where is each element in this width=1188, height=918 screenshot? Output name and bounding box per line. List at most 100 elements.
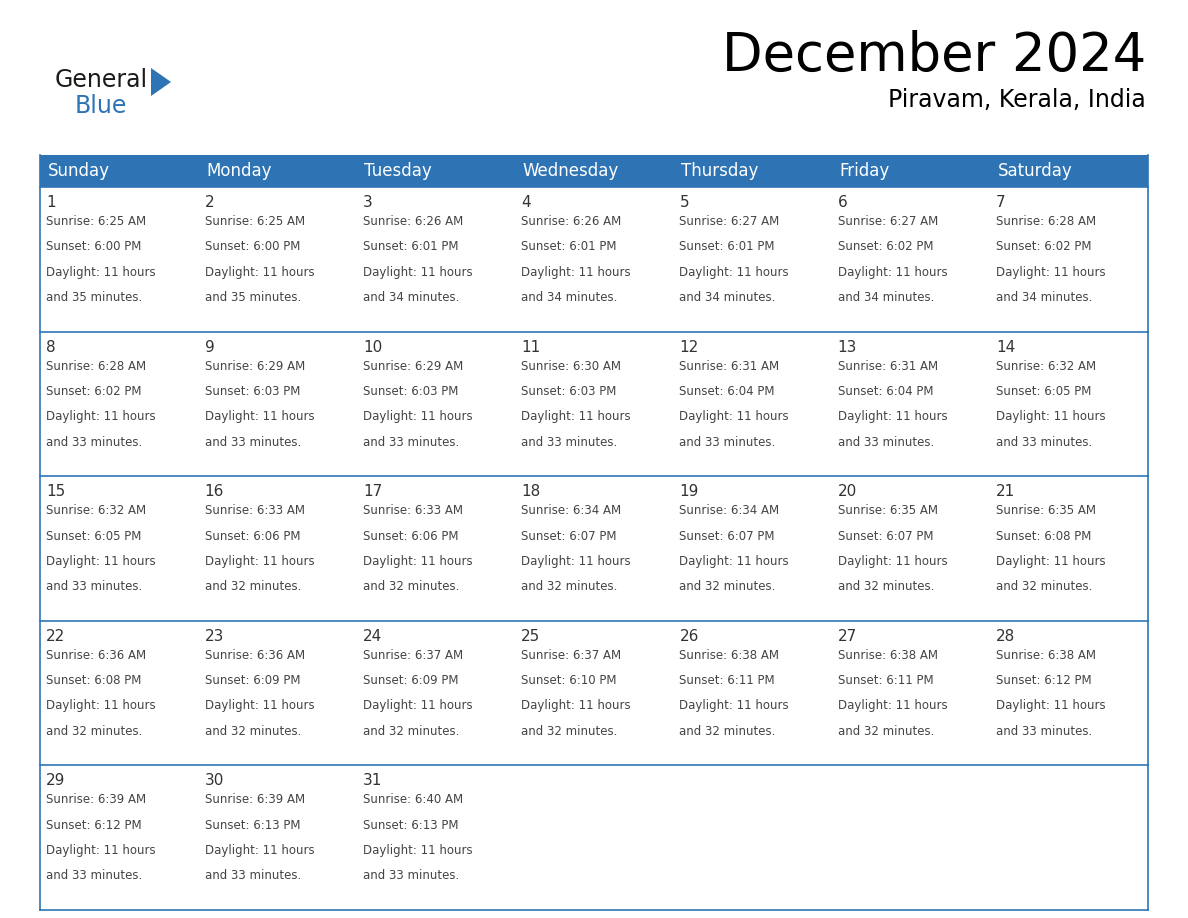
Text: Sunrise: 6:29 AM: Sunrise: 6:29 AM: [362, 360, 463, 373]
Text: Daylight: 11 hours: Daylight: 11 hours: [362, 844, 473, 857]
Text: and 32 minutes.: and 32 minutes.: [522, 724, 618, 738]
Text: Sunrise: 6:31 AM: Sunrise: 6:31 AM: [680, 360, 779, 373]
Text: Daylight: 11 hours: Daylight: 11 hours: [46, 554, 156, 568]
Text: Daylight: 11 hours: Daylight: 11 hours: [838, 554, 947, 568]
Text: Daylight: 11 hours: Daylight: 11 hours: [838, 410, 947, 423]
Text: Sunset: 6:05 PM: Sunset: 6:05 PM: [996, 385, 1092, 397]
Text: and 33 minutes.: and 33 minutes.: [522, 435, 618, 449]
Text: and 32 minutes.: and 32 minutes.: [204, 580, 301, 593]
Text: Sunset: 6:07 PM: Sunset: 6:07 PM: [522, 530, 617, 543]
Text: Sunset: 6:06 PM: Sunset: 6:06 PM: [362, 530, 459, 543]
Text: Sunset: 6:02 PM: Sunset: 6:02 PM: [996, 241, 1092, 253]
Text: 8: 8: [46, 340, 56, 354]
Bar: [514, 621, 674, 766]
Text: Sunset: 6:07 PM: Sunset: 6:07 PM: [838, 530, 934, 543]
Text: Daylight: 11 hours: Daylight: 11 hours: [996, 410, 1106, 423]
Text: Sunset: 6:05 PM: Sunset: 6:05 PM: [46, 530, 141, 543]
Bar: [832, 621, 990, 766]
Text: 24: 24: [362, 629, 383, 644]
Text: Sunrise: 6:35 AM: Sunrise: 6:35 AM: [838, 504, 937, 517]
Bar: [514, 476, 674, 621]
Text: and 33 minutes.: and 33 minutes.: [996, 724, 1092, 738]
Polygon shape: [151, 68, 171, 96]
Text: 15: 15: [46, 484, 65, 499]
Text: and 33 minutes.: and 33 minutes.: [46, 435, 143, 449]
Text: 9: 9: [204, 340, 214, 354]
Text: and 35 minutes.: and 35 minutes.: [46, 291, 143, 304]
Text: Sunset: 6:13 PM: Sunset: 6:13 PM: [204, 819, 301, 832]
Text: 18: 18: [522, 484, 541, 499]
Text: Sunrise: 6:38 AM: Sunrise: 6:38 AM: [996, 649, 1097, 662]
Text: and 34 minutes.: and 34 minutes.: [680, 291, 776, 304]
Bar: [990, 766, 1148, 910]
Text: Sunset: 6:11 PM: Sunset: 6:11 PM: [680, 674, 775, 687]
Text: and 32 minutes.: and 32 minutes.: [362, 580, 460, 593]
Text: 20: 20: [838, 484, 857, 499]
Text: Sunset: 6:03 PM: Sunset: 6:03 PM: [362, 385, 459, 397]
Bar: [40, 766, 198, 910]
Text: Sunrise: 6:34 AM: Sunrise: 6:34 AM: [680, 504, 779, 517]
Text: 28: 28: [996, 629, 1016, 644]
Text: Saturday: Saturday: [998, 162, 1073, 180]
Bar: [674, 331, 832, 476]
Text: Blue: Blue: [75, 94, 127, 118]
Text: Daylight: 11 hours: Daylight: 11 hours: [204, 410, 315, 423]
Text: Wednesday: Wednesday: [523, 162, 619, 180]
Text: and 34 minutes.: and 34 minutes.: [838, 291, 934, 304]
Text: Piravam, Kerala, India: Piravam, Kerala, India: [889, 88, 1146, 112]
Bar: [40, 331, 198, 476]
Text: Sunrise: 6:30 AM: Sunrise: 6:30 AM: [522, 360, 621, 373]
Text: 3: 3: [362, 195, 373, 210]
Bar: [40, 187, 198, 331]
Text: Sunset: 6:04 PM: Sunset: 6:04 PM: [680, 385, 775, 397]
Bar: [40, 476, 198, 621]
Text: Daylight: 11 hours: Daylight: 11 hours: [204, 265, 315, 278]
Text: Sunset: 6:12 PM: Sunset: 6:12 PM: [996, 674, 1092, 687]
Text: Daylight: 11 hours: Daylight: 11 hours: [996, 265, 1106, 278]
Text: Sunrise: 6:29 AM: Sunrise: 6:29 AM: [204, 360, 305, 373]
Text: and 33 minutes.: and 33 minutes.: [204, 435, 301, 449]
Text: Sunset: 6:01 PM: Sunset: 6:01 PM: [362, 241, 459, 253]
Bar: [514, 187, 674, 331]
Bar: [674, 187, 832, 331]
Text: 22: 22: [46, 629, 65, 644]
Text: Sunset: 6:02 PM: Sunset: 6:02 PM: [838, 241, 934, 253]
Text: 21: 21: [996, 484, 1016, 499]
Text: 30: 30: [204, 773, 225, 789]
Text: Sunrise: 6:25 AM: Sunrise: 6:25 AM: [204, 215, 305, 228]
Text: and 33 minutes.: and 33 minutes.: [46, 869, 143, 882]
Text: Sunrise: 6:25 AM: Sunrise: 6:25 AM: [46, 215, 146, 228]
Text: Sunrise: 6:26 AM: Sunrise: 6:26 AM: [522, 215, 621, 228]
Text: Sunset: 6:06 PM: Sunset: 6:06 PM: [204, 530, 301, 543]
Text: Sunrise: 6:39 AM: Sunrise: 6:39 AM: [204, 793, 305, 806]
Text: Daylight: 11 hours: Daylight: 11 hours: [204, 844, 315, 857]
Text: 14: 14: [996, 340, 1016, 354]
Text: and 32 minutes.: and 32 minutes.: [680, 724, 776, 738]
Text: and 33 minutes.: and 33 minutes.: [362, 435, 459, 449]
Text: Daylight: 11 hours: Daylight: 11 hours: [362, 700, 473, 712]
Text: Sunset: 6:02 PM: Sunset: 6:02 PM: [46, 385, 141, 397]
Bar: [674, 766, 832, 910]
Text: and 34 minutes.: and 34 minutes.: [996, 291, 1093, 304]
Text: Sunset: 6:11 PM: Sunset: 6:11 PM: [838, 674, 934, 687]
Text: Sunset: 6:12 PM: Sunset: 6:12 PM: [46, 819, 141, 832]
Text: 4: 4: [522, 195, 531, 210]
Text: Friday: Friday: [840, 162, 890, 180]
Text: 26: 26: [680, 629, 699, 644]
Text: Sunrise: 6:33 AM: Sunrise: 6:33 AM: [362, 504, 463, 517]
Bar: [198, 331, 356, 476]
Text: Daylight: 11 hours: Daylight: 11 hours: [204, 554, 315, 568]
Text: Daylight: 11 hours: Daylight: 11 hours: [46, 410, 156, 423]
Text: Sunrise: 6:39 AM: Sunrise: 6:39 AM: [46, 793, 146, 806]
Text: General: General: [55, 68, 148, 92]
Text: and 33 minutes.: and 33 minutes.: [46, 580, 143, 593]
Text: and 32 minutes.: and 32 minutes.: [522, 580, 618, 593]
Text: Sunrise: 6:27 AM: Sunrise: 6:27 AM: [838, 215, 939, 228]
Text: 5: 5: [680, 195, 689, 210]
Bar: [990, 476, 1148, 621]
Text: 23: 23: [204, 629, 225, 644]
Text: Daylight: 11 hours: Daylight: 11 hours: [362, 410, 473, 423]
Text: Sunset: 6:13 PM: Sunset: 6:13 PM: [362, 819, 459, 832]
Bar: [990, 187, 1148, 331]
Text: Daylight: 11 hours: Daylight: 11 hours: [522, 265, 631, 278]
